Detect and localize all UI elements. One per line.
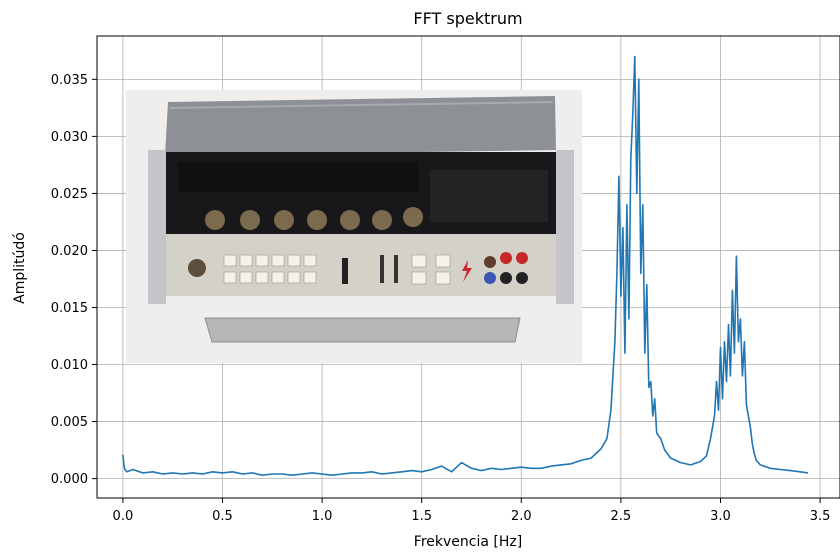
multimeter-terminal <box>484 256 496 268</box>
plot-frame <box>96 35 840 499</box>
chart-title: FFT spektrum <box>413 9 522 28</box>
y-tick-label: 0.020 <box>51 244 88 259</box>
multimeter-terminal <box>484 272 496 284</box>
x-tick-label: 0.5 <box>212 509 233 524</box>
multimeter-knob <box>340 210 360 230</box>
multimeter-control-strip <box>430 170 548 222</box>
multimeter-switch <box>342 258 348 284</box>
y-tick-label: 0.025 <box>51 187 88 202</box>
multimeter-knobs <box>205 207 423 230</box>
multimeter-key <box>303 271 317 284</box>
multimeter-dial <box>188 259 206 277</box>
multimeter-slider <box>380 255 384 283</box>
multimeter-key <box>411 271 427 285</box>
y-tick-label: 0.010 <box>51 358 88 373</box>
multimeter-display <box>178 162 418 192</box>
multimeter-key <box>435 271 451 285</box>
x-tick-label: 3.5 <box>810 509 831 524</box>
multimeter-knob <box>274 210 294 230</box>
multimeter-key <box>223 271 237 284</box>
y-tick-label: 0.005 <box>51 415 88 430</box>
multimeter-knob <box>205 210 225 230</box>
multimeter-key <box>435 254 451 268</box>
multimeter-key <box>287 271 301 284</box>
y-tick-label: 0.030 <box>51 130 88 145</box>
multimeter-key <box>255 271 269 284</box>
multimeter-knob <box>240 210 260 230</box>
y-tick-label: 0.035 <box>51 73 88 88</box>
multimeter-stand <box>204 317 521 343</box>
multimeter-terminal <box>500 252 512 264</box>
multimeter-key <box>255 254 269 267</box>
multimeter-buttons <box>223 254 451 285</box>
inset-image <box>126 90 582 363</box>
x-tick-label: 0.0 <box>113 509 134 524</box>
multimeter-slider <box>394 255 398 283</box>
multimeter-key <box>239 271 253 284</box>
y-axis: 0.000 0.005 0.010 0.015 0.020 0.025 0.030 0.035 <box>51 73 97 487</box>
multimeter-key <box>271 254 285 267</box>
x-tick-label: 1.0 <box>312 509 333 524</box>
multimeter-key <box>239 254 253 267</box>
multimeter-warning-symbol <box>462 260 472 282</box>
multimeter-terminal <box>500 272 512 284</box>
multimeter-key <box>303 254 317 267</box>
multimeter-key <box>223 254 237 267</box>
multimeter-photo <box>148 96 574 343</box>
x-tick-label: 1.5 <box>411 509 432 524</box>
x-axis-title: Frekvencia [Hz] <box>414 534 522 550</box>
x-tick-label: 2.5 <box>611 509 632 524</box>
x-tick-label: 3.0 <box>710 509 731 524</box>
multimeter-key <box>411 254 427 268</box>
multimeter-terminal <box>516 272 528 284</box>
multimeter-knob <box>372 210 392 230</box>
multimeter-key <box>271 271 285 284</box>
x-tick-label: 2.0 <box>511 509 532 524</box>
multimeter-key <box>287 254 301 267</box>
multimeter-knob <box>307 210 327 230</box>
multimeter-top-ridge <box>169 101 554 109</box>
multimeter-side-right <box>556 150 574 304</box>
multimeter-knob <box>403 207 423 227</box>
y-tick-label: 0.015 <box>51 301 88 316</box>
multimeter-top <box>165 96 556 156</box>
multimeter-side-left <box>148 150 166 304</box>
y-axis-title: Amplitúdó <box>12 232 28 304</box>
x-axis: 0.0 0.5 1.0 1.5 2.0 2.5 3.0 3.5 <box>113 498 831 524</box>
multimeter-terminal <box>516 252 528 264</box>
y-tick-label: 0.000 <box>51 472 88 487</box>
series-line-fft <box>122 55 809 476</box>
